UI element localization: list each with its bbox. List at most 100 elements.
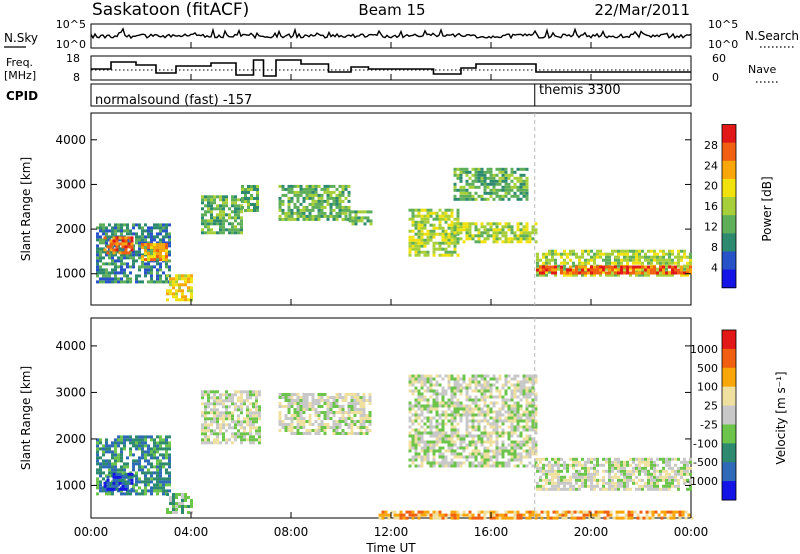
heatmap-cell [347, 184, 351, 188]
heatmap-cell [465, 404, 469, 408]
heatmap-cell [423, 377, 427, 381]
heatmap-cell [653, 484, 656, 488]
heatmap-cell [614, 463, 617, 467]
heatmap-cell [126, 462, 129, 466]
heatmap-cell [362, 405, 366, 408]
heatmap-cell [302, 408, 306, 411]
heatmap-cell [483, 510, 487, 514]
heatmap-cell [662, 484, 665, 488]
heatmap-cell [165, 255, 168, 259]
heatmap-cell [126, 265, 129, 269]
heatmap-cell [111, 232, 114, 236]
heatmap-cell [353, 414, 357, 417]
heatmap-cell [477, 449, 481, 453]
heatmap-cell [432, 377, 436, 381]
heatmap-cell [447, 449, 451, 453]
heatmap-cell [519, 179, 523, 183]
heatmap-cell [504, 516, 508, 520]
heatmap-cell [255, 432, 258, 436]
heatmap-cell [471, 455, 475, 459]
heatmap-cell [411, 510, 415, 514]
heatmap-cell [162, 235, 165, 239]
heatmap-cell [456, 208, 460, 212]
heatmap-cell [477, 380, 481, 384]
heatmap-cell [495, 389, 499, 393]
heatmap-cell [603, 516, 607, 520]
heatmap-cell [130, 481, 134, 485]
heatmap-cell [246, 420, 249, 424]
heatmap-cell [222, 213, 225, 217]
heatmap-cell [228, 222, 231, 226]
heatmap-cell [423, 422, 427, 426]
heatmap-cell [240, 210, 243, 214]
heatmap-cell [210, 204, 213, 208]
heatmap-cell [653, 460, 656, 464]
heatmap-cell [672, 510, 676, 514]
heatmap-cell [638, 271, 641, 275]
heatmap-cell [204, 222, 207, 226]
heatmap-cell [114, 468, 117, 472]
heatmap-cell [278, 420, 282, 423]
heatmap-cell [674, 469, 677, 473]
heatmap-cell [432, 392, 436, 396]
heatmap-cell [147, 229, 150, 233]
heatmap-cell [201, 201, 204, 205]
heatmap-cell [536, 252, 539, 256]
heatmap-cell [477, 185, 481, 189]
heatmap-cell [647, 487, 650, 491]
heatmap-cell [668, 478, 671, 482]
heatmap-cell [611, 460, 614, 464]
heatmap-cell [299, 202, 303, 206]
heatmap-cell [168, 465, 171, 469]
heatmap-cell [106, 487, 110, 491]
heatmap-cell [483, 398, 487, 402]
heatmap-cell [326, 405, 330, 408]
heatmap-cell [201, 213, 204, 217]
heatmap-cell [656, 463, 659, 467]
heatmap-cell [156, 459, 159, 463]
heatmap-cell [582, 516, 586, 520]
heatmap-cell [252, 414, 255, 418]
heatmap-cell [504, 194, 508, 198]
heatmap-cell [99, 447, 102, 451]
heatmap-cell [531, 383, 535, 387]
heatmap-cell [323, 211, 327, 215]
heatmap-cell [435, 434, 439, 438]
heatmap-cell [222, 210, 225, 214]
heatmap-cell [510, 188, 514, 192]
heatmap-cell [659, 258, 662, 262]
heatmap-cell [332, 411, 336, 414]
heatmap-cell [501, 513, 505, 517]
heatmap-cell [498, 197, 502, 201]
heatmap-cell [456, 374, 460, 378]
heatmap-cell [414, 223, 418, 227]
heatmap-cell [453, 452, 457, 456]
heatmap-cell [647, 271, 650, 275]
heatmap-cell [474, 222, 478, 226]
heatmap-cell [252, 411, 255, 415]
heatmap-cell [123, 280, 126, 284]
heatmap-cell [216, 438, 219, 442]
heatmap-cell [255, 426, 258, 430]
heatmap-cell [483, 431, 487, 435]
heatmap-cell [117, 435, 120, 439]
heatmap-cell [326, 399, 330, 402]
heatmap-cell [222, 225, 225, 229]
heatmap-cell [519, 455, 523, 459]
heatmap-cell [207, 195, 210, 199]
heatmap-cell [590, 475, 593, 479]
heatmap-cell [656, 457, 659, 461]
heatmap-cell [207, 438, 210, 442]
heatmap-cell [447, 238, 451, 242]
heatmap-cell [255, 420, 258, 424]
heatmap-cell [492, 428, 496, 432]
heatmap-cell [115, 248, 119, 252]
heatmap-cell [477, 228, 481, 232]
heatmap-cell [123, 465, 126, 469]
heatmap-cell [225, 423, 228, 427]
heatmap-cell [510, 413, 514, 417]
heatmap-cell [314, 408, 318, 411]
heatmap-cell [141, 232, 144, 236]
heatmap-cell [638, 252, 641, 256]
heatmap-cell [120, 259, 123, 263]
